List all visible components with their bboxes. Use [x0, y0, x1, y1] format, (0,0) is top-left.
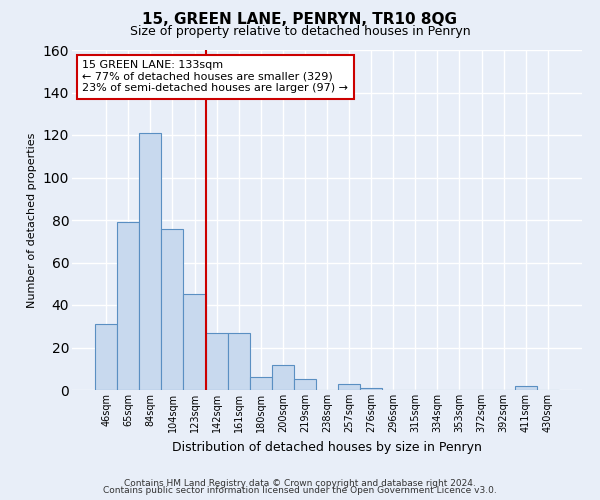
Y-axis label: Number of detached properties: Number of detached properties [27, 132, 37, 308]
Bar [272, 364, 294, 390]
Bar [360, 388, 382, 390]
Text: Size of property relative to detached houses in Penryn: Size of property relative to detached ho… [130, 25, 470, 38]
Bar [139, 133, 161, 390]
Bar [515, 386, 537, 390]
X-axis label: Distribution of detached houses by size in Penryn: Distribution of detached houses by size … [172, 440, 482, 454]
Bar [227, 332, 250, 390]
Text: 15 GREEN LANE: 133sqm
← 77% of detached houses are smaller (329)
23% of semi-det: 15 GREEN LANE: 133sqm ← 77% of detached … [82, 60, 348, 94]
Bar [117, 222, 139, 390]
Bar [206, 332, 227, 390]
Bar [95, 324, 117, 390]
Bar [161, 228, 184, 390]
Bar [338, 384, 360, 390]
Text: Contains public sector information licensed under the Open Government Licence v3: Contains public sector information licen… [103, 486, 497, 495]
Bar [184, 294, 206, 390]
Bar [250, 378, 272, 390]
Text: Contains HM Land Registry data © Crown copyright and database right 2024.: Contains HM Land Registry data © Crown c… [124, 478, 476, 488]
Bar [294, 380, 316, 390]
Text: 15, GREEN LANE, PENRYN, TR10 8QG: 15, GREEN LANE, PENRYN, TR10 8QG [143, 12, 458, 28]
